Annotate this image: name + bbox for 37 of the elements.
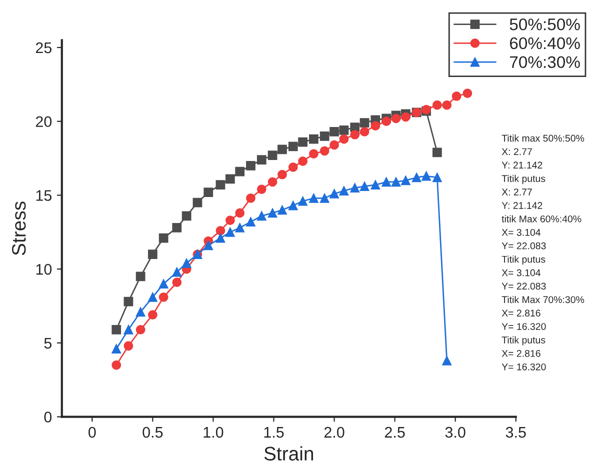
annotation: Titik Max 70%:30% (502, 296, 584, 304)
annotation: X= 3.104 (502, 228, 540, 236)
legend-label: 50%:50% (510, 18, 580, 30)
annotation: X= 2.816 (502, 310, 540, 317)
y-axis-title: Stress (12, 202, 26, 256)
x-tick-label: 1.5 (264, 427, 284, 438)
legend-label: 70%:30% (510, 56, 580, 68)
annotation: X: 2.77 (502, 188, 532, 196)
y-tick-label: 0 (44, 412, 52, 422)
annotation: X= 2.816 (502, 350, 540, 357)
annotation: Y: 21.142 (502, 162, 542, 168)
annotation: Titik putus (502, 336, 546, 346)
y-tick-label: 15 (36, 190, 52, 201)
y-tick-label: 25 (36, 42, 52, 54)
annotation: titik Max 60%:40% (502, 215, 582, 222)
x-tick-label: 1.0 (204, 426, 224, 438)
x-tick-label: 0 (88, 426, 96, 438)
x-tick-label: 0.5 (142, 426, 163, 438)
y-tick-label: 5 (44, 338, 52, 349)
x-tick-label: 3.5 (506, 426, 526, 438)
annotation: Titik putus (502, 174, 546, 184)
legend-label: 60%:40% (510, 37, 580, 50)
y-tick-label: 10 (36, 264, 52, 275)
annotation: Titik max 50%:50% (502, 134, 584, 142)
x-tick-label: 3.0 (445, 426, 466, 438)
annotation: Y= 22.083 (502, 242, 546, 250)
annotation: Y= 16.320 (502, 363, 546, 370)
y-tick-label: 20 (36, 116, 52, 128)
x-axis-title: Strain (264, 446, 314, 461)
annotation: Titik putus (502, 256, 546, 265)
annotation: Y= 22.083 (502, 282, 546, 290)
annotation: Y= 16.320 (502, 323, 546, 330)
annotation: Y: 21.142 (502, 202, 542, 209)
x-tick-label: 2.0 (324, 426, 344, 438)
annotation: X= 3.104 (502, 269, 540, 276)
x-tick-label: 2.5 (384, 426, 405, 438)
annotation: X: 2.77 (502, 148, 532, 156)
